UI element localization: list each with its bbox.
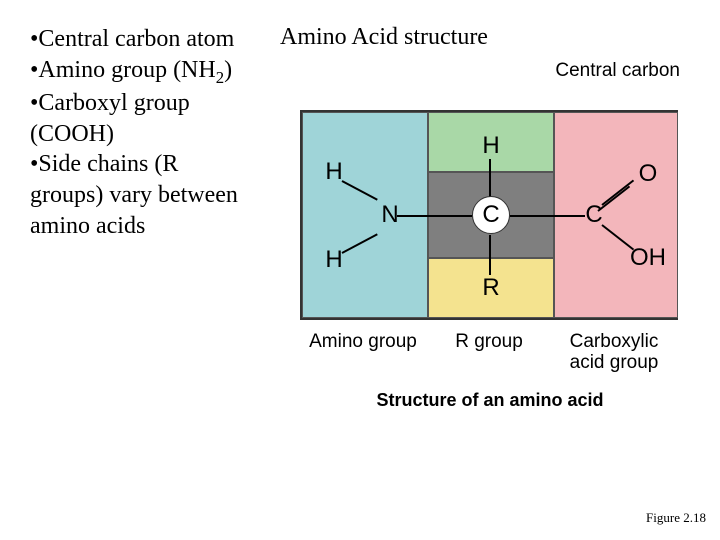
- bond-c-c: [510, 215, 585, 217]
- diagram-title: Amino Acid structure: [280, 24, 488, 51]
- atom-h-bot-left: H: [325, 246, 342, 274]
- central-carbon-label: Central carbon: [555, 60, 680, 82]
- diagram-boxes: H H N H C R C O OH: [300, 110, 678, 320]
- bond-c-r: [489, 235, 491, 275]
- bullet-4: •Side chains (R groups) vary between ami…: [30, 149, 250, 241]
- label-amino-group: Amino group: [300, 332, 426, 374]
- atom-h-top-mid: H: [482, 132, 499, 160]
- label-carboxyl-group: Carboxylic acid group: [552, 332, 676, 374]
- atom-c-right: C: [585, 201, 602, 229]
- figure-reference: Figure 2.18: [646, 510, 706, 526]
- atom-n: N: [381, 201, 398, 229]
- atom-oh: OH: [630, 244, 666, 272]
- bond-h-c-top: [489, 159, 491, 199]
- label-carboxyl-text: Carboxylic acid group: [570, 331, 659, 373]
- bond-n-c: [397, 215, 472, 217]
- bullet-2b: ): [224, 57, 232, 83]
- bullet-3: •Carboxyl group (COOH): [30, 88, 250, 149]
- atom-c-center: C: [472, 196, 510, 234]
- group-labels: Amino group R group Carboxylic acid grou…: [300, 332, 678, 374]
- atom-o: O: [639, 160, 658, 188]
- bullet-2: •Amino group (NH2): [30, 55, 250, 88]
- bullet-2a: •Amino group (NH: [30, 57, 216, 83]
- bullet-2-sub: 2: [216, 68, 224, 87]
- bullet-list: •Central carbon atom •Amino group (NH2) …: [30, 24, 250, 242]
- bullet-1: •Central carbon atom: [30, 24, 250, 55]
- atom-h-top-left: H: [325, 158, 342, 186]
- diagram-caption: Structure of an amino acid: [290, 390, 690, 411]
- label-r-text: R group: [455, 331, 523, 352]
- atom-c-center-text: C: [482, 201, 499, 229]
- label-r-group: R group: [426, 332, 552, 374]
- label-amino-text: Amino group: [309, 331, 417, 352]
- atom-r: R: [482, 274, 499, 302]
